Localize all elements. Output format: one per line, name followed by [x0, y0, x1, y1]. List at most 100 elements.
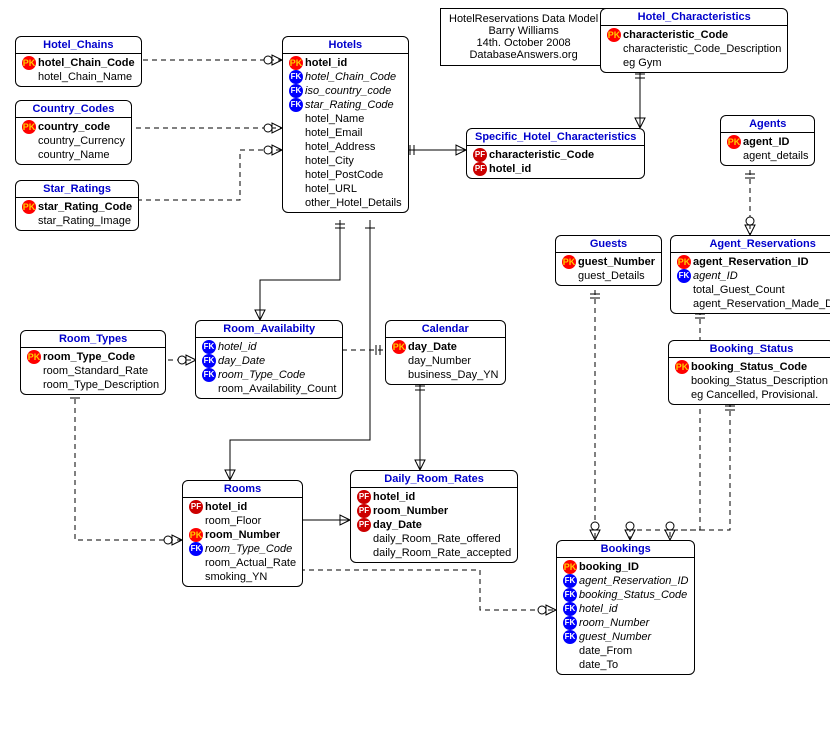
fk-icon: FK: [289, 84, 303, 98]
entity-attr: hotel_Name: [287, 112, 404, 126]
attr-name: agent_details: [743, 149, 808, 163]
entity-attr: PFroom_Number: [355, 504, 513, 518]
entity-title: Agent_Reservations: [671, 236, 830, 253]
entity-attr: PKcharacteristic_Code: [605, 28, 783, 42]
attr-name: room_Type_Description: [43, 378, 159, 392]
attr-name: country_Name: [38, 148, 110, 162]
entity-attr: hotel_PostCode: [287, 168, 404, 182]
entity-attr: booking_Status_Description: [673, 374, 830, 388]
attr-name: room_Availability_Count: [218, 382, 336, 396]
attr-name: agent_Reservation_ID: [579, 574, 688, 588]
entity-attr: daily_Room_Rate_offered: [355, 532, 513, 546]
attr-name: date_To: [579, 658, 618, 672]
attr-name: agent_Reservation_ID: [693, 255, 809, 269]
attr-name: hotel_Email: [305, 126, 362, 140]
entity-hotels: HotelsPKhotel_idFKhotel_Chain_CodeFKiso_…: [282, 36, 409, 213]
entity-attr: star_Rating_Image: [20, 214, 134, 228]
entity-attr: PKhotel_Chain_Code: [20, 56, 137, 70]
entity-attr: hotel_URL: [287, 182, 404, 196]
fk-icon: FK: [563, 602, 577, 616]
entity-attr: PKbooking_Status_Code: [673, 360, 830, 374]
attr-name: star_Rating_Code: [305, 98, 394, 112]
fk-icon: FK: [563, 630, 577, 644]
entity-attr: daily_Room_Rate_accepted: [355, 546, 513, 560]
attr-name: booking_Status_Code: [579, 588, 687, 602]
fk-icon: FK: [563, 588, 577, 602]
entity-attr: FKhotel_id: [200, 340, 338, 354]
entity-title: Star_Ratings: [16, 181, 138, 198]
attr-name: room_Number: [373, 504, 448, 518]
attr-name: characteristic_Code_Description: [623, 42, 781, 56]
entity-attr: FKhotel_id: [561, 602, 690, 616]
entity-spec_char: Specific_Hotel_CharacteristicsPFcharacte…: [466, 128, 645, 179]
attr-name: country_Currency: [38, 134, 125, 148]
attr-name: room_Type_Code: [218, 368, 305, 382]
pk-icon: PK: [607, 28, 621, 42]
attr-name: hotel_Address: [305, 140, 375, 154]
entity-hotel_char: Hotel_CharacteristicsPKcharacteristic_Co…: [600, 8, 788, 73]
attr-name: characteristic_Code: [489, 148, 594, 162]
attr-name: booking_Status_Code: [691, 360, 807, 374]
entity-attr: FKagent_ID: [675, 269, 830, 283]
entity-attr: PKagent_Reservation_ID: [675, 255, 830, 269]
entity-title: Guests: [556, 236, 661, 253]
entity-attr: PKbooking_ID: [561, 560, 690, 574]
entity-attr: eg Cancelled, Provisional.: [673, 388, 830, 402]
attr-name: hotel_Chain_Name: [38, 70, 132, 84]
entity-daily_rates: Daily_Room_RatesPFhotel_idPFroom_NumberP…: [350, 470, 518, 563]
entity-attr: FKroom_Type_Code: [200, 368, 338, 382]
attr-name: star_Rating_Code: [38, 200, 132, 214]
attr-name: agent_ID: [693, 269, 738, 283]
entity-attr: PKcountry_code: [20, 120, 127, 134]
pk-icon: PK: [289, 56, 303, 70]
attr-name: hotel_Chain_Code: [38, 56, 135, 70]
entity-attr: PKhotel_id: [287, 56, 404, 70]
pk-icon: PK: [675, 360, 689, 374]
entity-agent_res: Agent_Reservations PKagent_Reservation_ID…: [670, 235, 830, 314]
entity-attr: smoking_YN: [187, 570, 298, 584]
attr-name: hotel_id: [579, 602, 618, 616]
attr-name: booking_Status_Description: [691, 374, 828, 388]
entity-attr: FKstar_Rating_Code: [287, 98, 404, 112]
entity-attr: PFcharacteristic_Code: [471, 148, 640, 162]
entity-attr: FKroom_Type_Code: [187, 542, 298, 556]
attr-name: hotel_City: [305, 154, 354, 168]
entity-attr: FKiso_country_code: [287, 84, 404, 98]
entity-attr: hotel_Chain_Name: [20, 70, 137, 84]
entity-bookings: BookingsPKbooking_IDFKagent_Reservation_…: [556, 540, 695, 675]
pf-icon: PF: [473, 162, 487, 176]
attr-name: day_Number: [408, 354, 471, 368]
entity-attr: PKday_Date: [390, 340, 501, 354]
entity-attr: country_Name: [20, 148, 127, 162]
entity-room_avail: Room_AvailabiltyFKhotel_idFKday_DateFKro…: [195, 320, 343, 399]
entity-attr: agent_Reservation_Made_Date: [675, 297, 830, 311]
fk-icon: FK: [677, 269, 691, 283]
pf-icon: PF: [357, 504, 371, 518]
attr-name: room_Number: [579, 616, 649, 630]
entity-hotel_chains: Hotel_Chains PKhotel_Chain_Codehotel_Chai…: [15, 36, 142, 87]
attr-name: day_Date: [373, 518, 422, 532]
attr-name: guest_Number: [578, 255, 655, 269]
entity-attr: PKroom_Number: [187, 528, 298, 542]
entity-title: Rooms: [183, 481, 302, 498]
entity-attr: room_Standard_Rate: [25, 364, 161, 378]
entity-title: Agents: [721, 116, 814, 133]
attr-name: date_From: [579, 644, 632, 658]
pk-icon: PK: [563, 560, 577, 574]
pk-icon: PK: [22, 120, 36, 134]
attr-name: day_Date: [218, 354, 265, 368]
entity-attr: total_Guest_Count: [675, 283, 830, 297]
attr-name: country_code: [38, 120, 110, 134]
pk-icon: PK: [189, 528, 203, 542]
attr-name: business_Day_YN: [408, 368, 499, 382]
attr-name: hotel_id: [218, 340, 257, 354]
entity-attr: PFday_Date: [355, 518, 513, 532]
attr-name: eg Cancelled, Provisional.: [691, 388, 818, 402]
fk-icon: FK: [563, 616, 577, 630]
pk-icon: PK: [392, 340, 406, 354]
entity-title: Hotel_Chains: [16, 37, 141, 54]
entity-attr: other_Hotel_Details: [287, 196, 404, 210]
attr-name: daily_Room_Rate_accepted: [373, 546, 511, 560]
fk-icon: FK: [563, 574, 577, 588]
attr-name: room_Actual_Rate: [205, 556, 296, 570]
